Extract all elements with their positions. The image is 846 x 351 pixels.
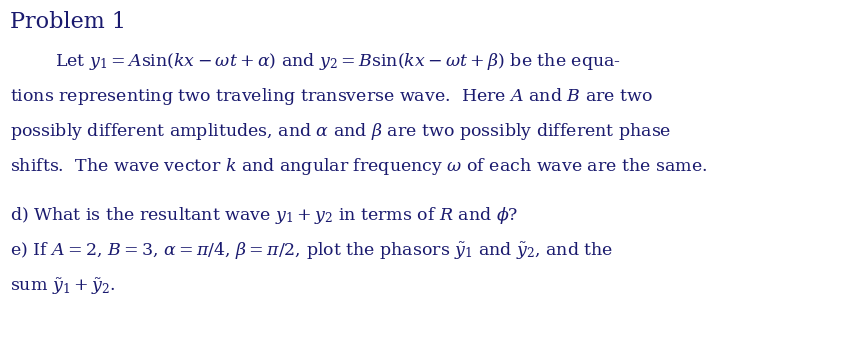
Text: Let $y_1 = A\sin(kx - \omega t + \alpha)$ and $y_2 = B\sin(kx - \omega t + \beta: Let $y_1 = A\sin(kx - \omega t + \alpha)…	[55, 51, 621, 72]
Text: sum $\tilde{y}_1 + \tilde{y}_2$.: sum $\tilde{y}_1 + \tilde{y}_2$.	[10, 276, 116, 297]
Text: Problem 1: Problem 1	[10, 11, 126, 33]
Text: e) If $A = 2$, $B = 3$, $\alpha = \pi/4$, $\beta = \pi/2$, plot the phasors $\ti: e) If $A = 2$, $B = 3$, $\alpha = \pi/4$…	[10, 240, 613, 261]
Text: shifts.  The wave vector $k$ and angular frequency $\omega$ of each wave are the: shifts. The wave vector $k$ and angular …	[10, 156, 707, 177]
Text: d) What is the resultant wave $y_1 + y_2$ in terms of $R$ and $\phi$?: d) What is the resultant wave $y_1 + y_2…	[10, 205, 519, 226]
Text: tions representing two traveling transverse wave.  Here $A$ and $B$ are two: tions representing two traveling transve…	[10, 86, 653, 107]
Text: possibly different amplitudes, and $\alpha$ and $\beta$ are two possibly differe: possibly different amplitudes, and $\alp…	[10, 121, 672, 142]
